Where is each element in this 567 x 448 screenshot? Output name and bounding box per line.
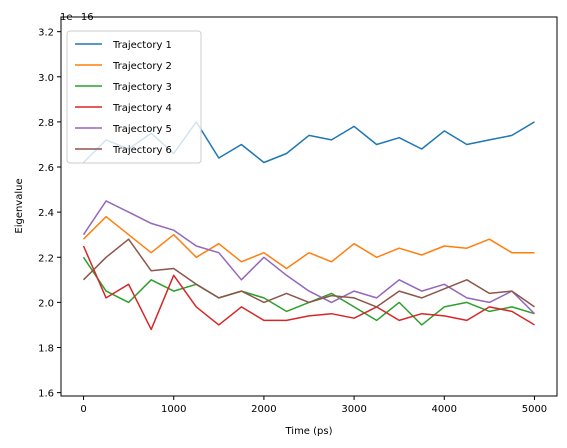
x-axis-label: Time (ps) <box>284 426 332 437</box>
series-line-trajectory-5 <box>82 200 536 315</box>
legend: Trajectory 1 Trajectory 2 Trajectory 3 Traj… <box>66 30 202 164</box>
series-lines <box>82 121 536 331</box>
series-line-trajectory-4 <box>82 245 535 331</box>
x-tick-label: 1000 <box>161 404 186 415</box>
x-tick-label: 5000 <box>522 404 547 415</box>
legend-label: Trajectory 3 <box>112 82 172 93</box>
x-tick-label: 3000 <box>341 404 366 415</box>
x-tick-label: 4000 <box>432 404 457 415</box>
y-axis-label: Eigenvalue <box>14 178 25 233</box>
y-tick-label: 2.4 <box>38 208 54 219</box>
y-tick-label: 1.6 <box>38 389 54 400</box>
y-tick-label: 2.0 <box>38 298 54 309</box>
y-tick-label: 2.2 <box>38 253 54 264</box>
x-tick-label: 2000 <box>251 404 276 415</box>
legend-box <box>66 30 202 164</box>
y-axis-ticks: 1.6 1.8 2.0 2.2 2.4 2.6 2.8 3.0 3.2 <box>38 28 61 400</box>
legend-label: Trajectory 2 <box>112 61 172 72</box>
plot-frame <box>60 16 558 397</box>
series-line-trajectory-2 <box>82 215 535 270</box>
x-tick-label: 0 <box>80 404 86 415</box>
legend-label: Trajectory 1 <box>112 40 172 51</box>
y-tick-label: 3.2 <box>38 28 54 39</box>
series-line-trajectory-6 <box>82 238 535 308</box>
legend-label: Trajectory 6 <box>112 145 172 156</box>
y-tick-label: 3.0 <box>38 73 54 84</box>
y-tick-label: 1.8 <box>38 343 54 354</box>
y-tick-label: 2.6 <box>38 163 54 174</box>
y-tick-label: 2.8 <box>38 118 54 129</box>
legend-label: Trajectory 5 <box>112 124 172 135</box>
legend-label: Trajectory 4 <box>112 103 172 114</box>
x-axis-ticks: 0 1000 2000 3000 4000 5000 <box>80 396 547 415</box>
